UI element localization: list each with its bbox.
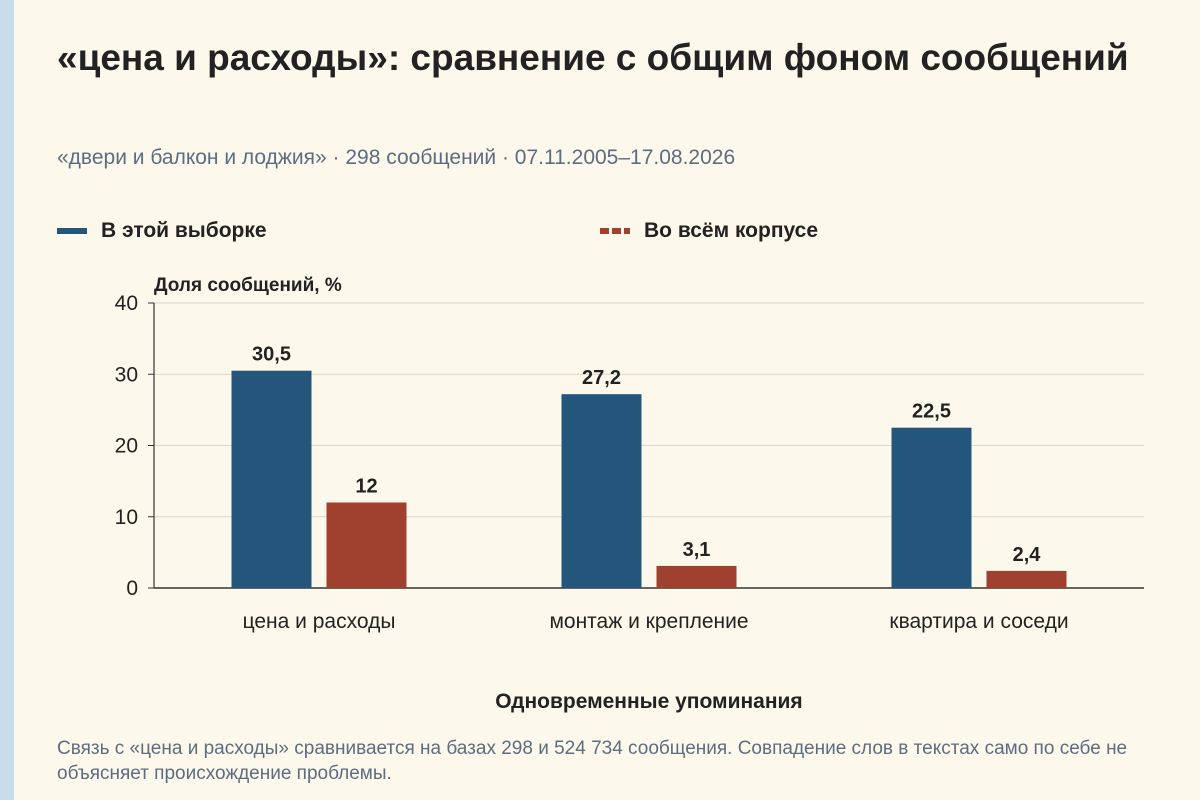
bar-corpus (656, 565, 737, 588)
x-category-label: монтаж и крепление (549, 610, 748, 633)
y-tick-label: 30 (115, 363, 138, 386)
bar-value-label: 2,4 (1013, 544, 1042, 566)
bar-chart: 0 10 20 30 40 30,5 12 цена и расходы 27,2 3,1 мон… (115, 275, 1144, 713)
chart-subtitle: «двери и балкон и лоджия» · 298 сообщени… (57, 146, 736, 169)
y-tick-label: 40 (115, 292, 138, 315)
x-category-label: квартира и соседи (889, 610, 1068, 633)
legend-label-corpus: Во всём корпусе (644, 219, 819, 242)
y-tick-label: 10 (115, 506, 138, 529)
bar-value-label: 30,5 (252, 344, 291, 366)
legend-swatch-sample (57, 228, 87, 234)
legend-item-sample: В этой выборке (57, 219, 267, 243)
left-accent-stripe (0, 0, 14, 800)
bar-sample (561, 394, 642, 588)
bar-corpus (986, 570, 1067, 588)
bar-sample (231, 370, 312, 588)
bar-value-label: 12 (355, 476, 377, 498)
legend-label-sample: В этой выборке (101, 219, 267, 242)
y-tick-label: 20 (115, 435, 138, 458)
y-tick-label: 0 (126, 577, 138, 600)
bar-value-label: 3,1 (683, 539, 711, 561)
bar-layer (231, 370, 1067, 588)
bar-value-label: 22,5 (912, 401, 951, 423)
y-axis-title: Доля сообщений, % (154, 275, 342, 296)
x-category-label: цена и расходы (243, 610, 396, 633)
legend-item-corpus: Во всём корпусе (600, 219, 818, 243)
axis-layer: 0 10 20 30 40 (115, 292, 1144, 600)
bar-value-label: 27,2 (582, 367, 621, 389)
bar-sample (891, 427, 972, 588)
legend-swatch-corpus (600, 228, 630, 234)
label-layer: 30,5 12 цена и расходы 27,2 3,1 монтаж и креп… (243, 344, 1069, 633)
legend: В этой выборке Во всём корпусе (0, 219, 1200, 247)
footnote: Связь с «цена и расходы» сравнивается на… (57, 738, 1128, 784)
grid-layer (154, 302, 1144, 518)
chart-title: «цена и расходы»: сравнение с общим фоно… (57, 37, 1129, 78)
bar-corpus (326, 502, 407, 588)
x-axis-title: Одновременные упоминания (495, 690, 802, 713)
